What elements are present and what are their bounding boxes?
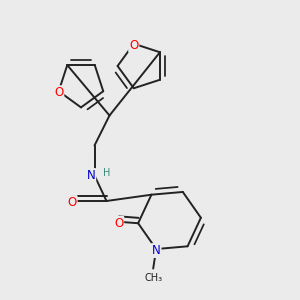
Text: O: O xyxy=(54,86,63,99)
Text: N: N xyxy=(152,244,161,257)
Text: N: N xyxy=(86,169,95,182)
Text: O: O xyxy=(129,39,138,52)
Text: CH₃: CH₃ xyxy=(144,273,162,283)
Text: O: O xyxy=(114,217,123,230)
Text: H: H xyxy=(103,168,111,178)
Text: O: O xyxy=(68,196,76,209)
